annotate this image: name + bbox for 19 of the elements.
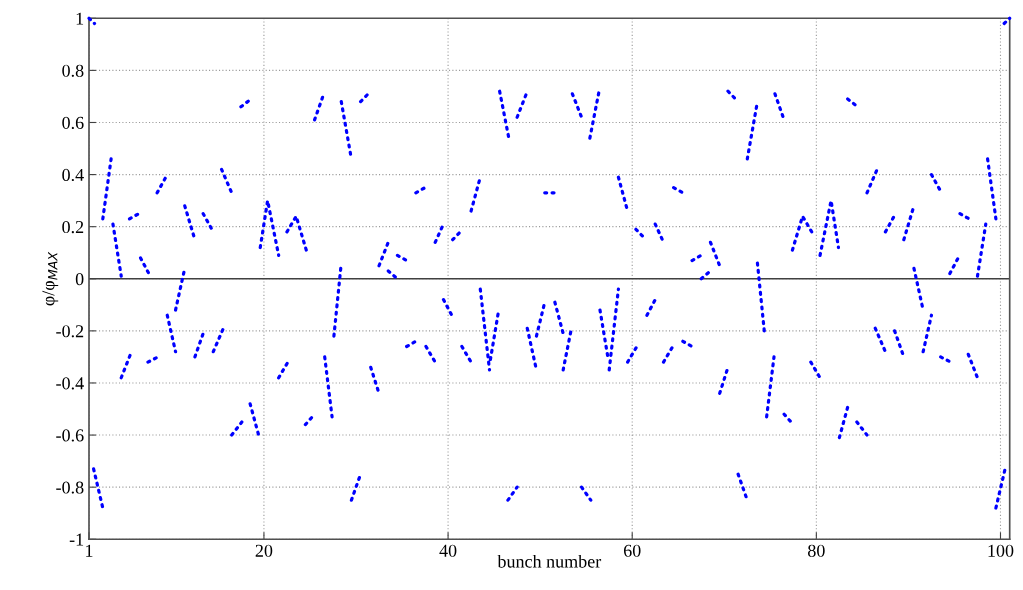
y-tick-label: 0.4 bbox=[62, 168, 84, 182]
y-tick-label: -0.4 bbox=[56, 377, 84, 390]
y-tick-label: 0.6 bbox=[62, 116, 84, 130]
x-tick-label: 60 bbox=[623, 544, 641, 557]
y-tick-label: -0.8 bbox=[56, 481, 84, 494]
y-tick-label: 1 bbox=[76, 12, 84, 25]
x-tick-label: 40 bbox=[439, 544, 457, 557]
y-tick-label: -0.6 bbox=[56, 429, 84, 442]
x-tick-label: 80 bbox=[808, 544, 825, 557]
y-tick-label: 0 bbox=[75, 273, 84, 286]
x-tick-label: 20 bbox=[255, 544, 273, 557]
x-tick-label: 1 bbox=[86, 544, 93, 557]
y-axis-title: φ/φ$_{MAX}$ bbox=[42, 251, 59, 306]
y-tick-label: 0.2 bbox=[62, 220, 84, 234]
x-tick-label: 100 bbox=[988, 544, 1014, 557]
x-axis-title: bunch number bbox=[497, 554, 602, 568]
y-tick-label: -1 bbox=[69, 533, 84, 546]
y-tick-label: -0.2 bbox=[56, 325, 84, 338]
y-tick-label: 0.8 bbox=[62, 64, 84, 77]
